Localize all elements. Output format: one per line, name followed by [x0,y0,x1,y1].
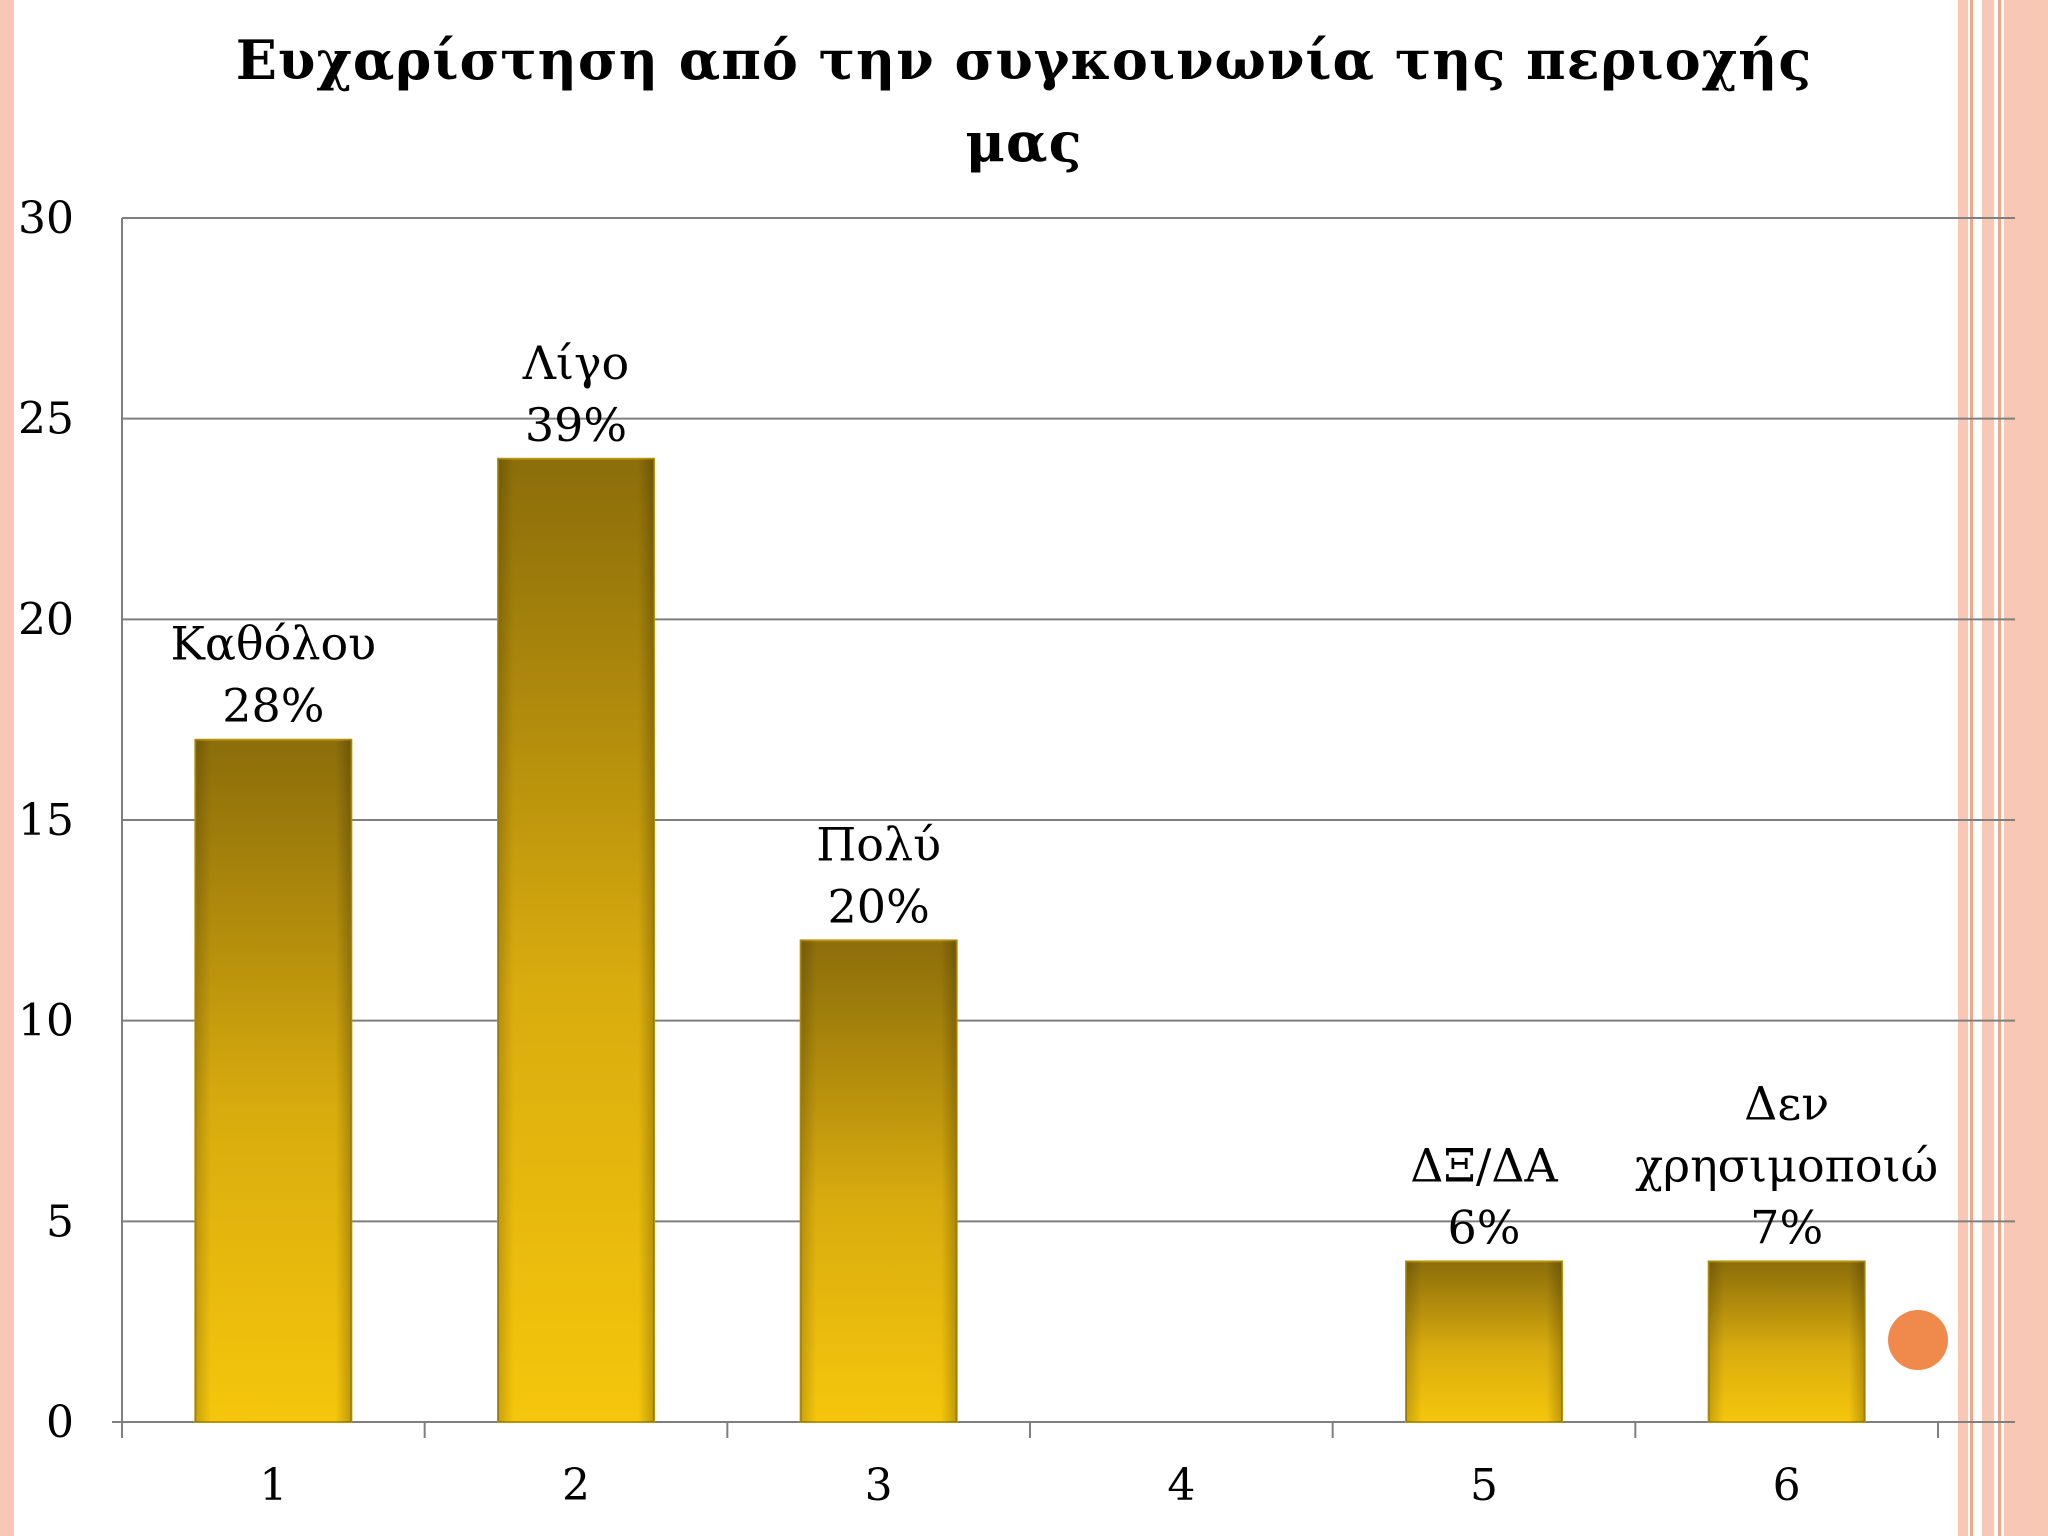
data-label: ΔΞ/ΔΑ [1410,1138,1558,1192]
y-tick-label: 10 [18,996,74,1047]
data-label: Πολύ [816,817,941,871]
left-border-stripe [0,0,14,1536]
data-label: χρησιμοποιώ [1635,1138,1938,1192]
x-tick-label: 5 [1470,1460,1498,1511]
tick-labels: 0 5 10 15 20 25 30 1 2 3 4 5 6 [18,193,1801,1511]
data-label: Δεν [1744,1076,1829,1130]
data-label: Λίγο [522,336,629,390]
data-label: Καθόλου [171,617,377,671]
axes [112,218,2015,1438]
x-tick-label: 6 [1773,1460,1801,1511]
x-tick-label: 2 [562,1460,590,1511]
right-border-stripe-1 [1958,0,1968,1536]
x-tick-label: 3 [865,1460,893,1511]
bar-shade [800,940,957,1422]
x-tick-label: 4 [1167,1460,1195,1511]
y-tick-label: 25 [18,394,74,445]
data-label: 7% [1750,1200,1823,1254]
y-tick-label: 5 [46,1196,74,1247]
data-labels: Καθόλου 28% Λίγο 39% Πολύ 20% ΔΞ/ΔΑ 6% Δεν χρησιμ… [171,336,1939,1255]
chart-title-line-2: μας [965,110,1083,174]
right-border-stripe-2 [1982,0,1994,1536]
y-tick-label: 0 [46,1397,74,1448]
x-tick-label: 1 [259,1460,287,1511]
y-tick-label: 30 [18,193,74,244]
right-border-line-1 [1970,0,1973,1536]
chart-title-line-1: Ευχαρίστηση από την συγκοινωνία της περι… [235,28,1813,92]
y-tick-label: 15 [18,795,74,846]
bars [194,457,1866,1424]
data-label: 6% [1448,1200,1521,1254]
right-border-line-2 [1998,0,2001,1536]
bar-shade [498,458,654,1422]
data-label: 20% [828,879,930,933]
gridlines [122,217,2015,1423]
bar-shade [195,739,352,1422]
bar-shade [1406,1261,1562,1422]
data-label: 39% [525,398,627,452]
data-label: 28% [222,679,324,733]
right-border-stripe-3 [2004,0,2048,1536]
accent-circle [1888,1310,1948,1370]
y-tick-label: 20 [18,594,74,645]
bar-shade [1708,1261,1865,1422]
